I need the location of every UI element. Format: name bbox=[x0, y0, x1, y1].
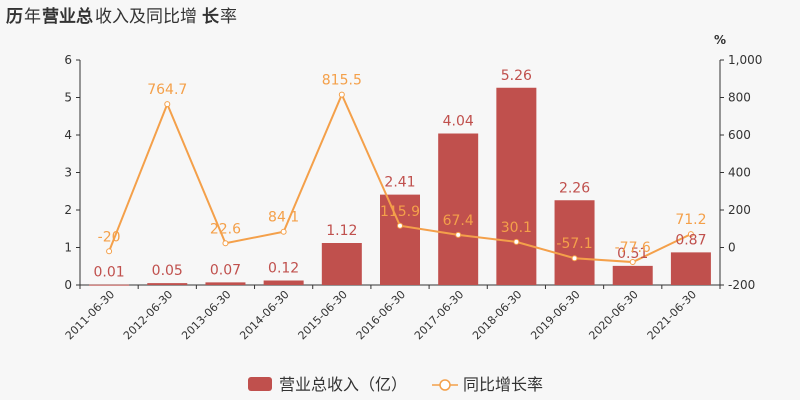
growth-rate-label: 30.1 bbox=[501, 220, 532, 236]
x-tick-label: 2019-06-30 bbox=[528, 288, 582, 342]
y-left-tick-label: 2 bbox=[64, 203, 72, 217]
x-tick-label: 2021-06-30 bbox=[645, 288, 699, 342]
x-tick-label: 2016-06-30 bbox=[354, 288, 408, 342]
bar-value-label: 5.26 bbox=[501, 68, 532, 84]
growth-rate-point[interactable] bbox=[513, 238, 520, 245]
title-part-3: 营业总 bbox=[42, 7, 93, 27]
y-right-tick-label: -200 bbox=[728, 278, 755, 292]
growth-rate-point[interactable] bbox=[629, 259, 636, 266]
x-tick-label: 2015-06-30 bbox=[296, 288, 350, 342]
growth-rate-point[interactable] bbox=[338, 91, 345, 98]
bar-value-label: 4.04 bbox=[443, 114, 474, 130]
x-tick-label: 2012-06-30 bbox=[121, 288, 175, 342]
bar[interactable] bbox=[205, 282, 246, 285]
bar[interactable] bbox=[89, 284, 130, 286]
growth-rate-label: 71.2 bbox=[675, 212, 706, 228]
bar-value-label: 0.12 bbox=[268, 261, 299, 277]
legend-line-marker bbox=[439, 379, 451, 391]
bar-value-label: 0.51 bbox=[617, 246, 648, 262]
growth-rate-point[interactable] bbox=[280, 228, 287, 235]
y-right-tick-label: 200 bbox=[728, 203, 751, 217]
y-right-tick-label: 600 bbox=[728, 128, 751, 142]
title-part-2: 年 bbox=[24, 7, 41, 27]
bar-value-label: 0.07 bbox=[210, 262, 241, 278]
growth-rate-point[interactable] bbox=[222, 240, 229, 247]
bar[interactable] bbox=[380, 194, 420, 285]
y-right-tick-label: 800 bbox=[728, 91, 751, 105]
bar[interactable] bbox=[612, 265, 653, 285]
bar[interactable] bbox=[438, 133, 479, 286]
growth-rate-label: 67.4 bbox=[443, 213, 474, 229]
title-part-1: 历 bbox=[6, 7, 23, 27]
growth-rate-label: 22.6 bbox=[210, 221, 241, 237]
y-right-unit-label: % bbox=[714, 33, 726, 47]
bar-value-label: 2.41 bbox=[384, 175, 415, 191]
growth-rate-label: 84.1 bbox=[268, 210, 299, 226]
x-tick-label: 2020-06-30 bbox=[586, 288, 640, 342]
growth-rate-point[interactable] bbox=[571, 255, 578, 262]
bar[interactable] bbox=[496, 87, 537, 285]
growth-rate-label: 815.5 bbox=[322, 73, 362, 89]
title-part-4: 收入及同比增 bbox=[95, 7, 197, 27]
bar-value-label: 2.26 bbox=[559, 180, 590, 196]
growth-rate-point[interactable] bbox=[687, 231, 694, 238]
y-right-tick-label: 1,000 bbox=[728, 53, 762, 67]
growth-rate-point[interactable] bbox=[455, 231, 462, 238]
growth-rate-label: 764.7 bbox=[147, 82, 187, 98]
title-part-5: 长 bbox=[202, 7, 219, 27]
y-left-tick-label: 6 bbox=[64, 53, 72, 67]
growth-rate-label: -57.1 bbox=[556, 236, 592, 252]
bar[interactable] bbox=[321, 243, 362, 285]
legend-line-label: 同比增长率 bbox=[463, 375, 543, 394]
bar-value-label: 0.05 bbox=[152, 263, 183, 279]
x-tick-label: 2018-06-30 bbox=[470, 288, 524, 342]
bar-value-label: 1.12 bbox=[326, 223, 357, 239]
title-part-6: 率 bbox=[220, 7, 237, 27]
bar[interactable] bbox=[554, 200, 595, 285]
y-right-tick-label: 0 bbox=[728, 241, 736, 255]
y-left-tick-label: 5 bbox=[64, 91, 72, 105]
x-tick-label: 2014-06-30 bbox=[237, 288, 291, 342]
bar-value-label: 0.87 bbox=[675, 232, 706, 248]
y-left-tick-label: 0 bbox=[64, 278, 72, 292]
x-tick-label: 2013-06-30 bbox=[179, 288, 233, 342]
bar[interactable] bbox=[263, 280, 304, 286]
bar-value-label: 0.01 bbox=[94, 265, 125, 281]
bar[interactable] bbox=[147, 283, 188, 285]
bar[interactable] bbox=[670, 252, 711, 285]
growth-rate-label: 115.9 bbox=[380, 204, 420, 220]
y-left-tick-label: 4 bbox=[64, 128, 72, 142]
growth-rate-point[interactable] bbox=[164, 101, 171, 108]
growth-rate-label: -20 bbox=[98, 229, 121, 245]
growth-rate-point[interactable] bbox=[397, 222, 403, 229]
legend-bar-swatch[interactable] bbox=[248, 377, 272, 391]
growth-rate-point[interactable] bbox=[106, 248, 113, 255]
legend-bar-label: 营业总收入（亿） bbox=[279, 375, 407, 394]
growth-rate-label: -77.6 bbox=[615, 240, 651, 256]
y-left-tick-label: 1 bbox=[64, 241, 72, 255]
x-tick-label: 2017-06-30 bbox=[412, 288, 466, 342]
y-right-tick-label: 400 bbox=[728, 166, 751, 180]
x-tick-label: 2011-06-30 bbox=[63, 288, 117, 342]
y-left-tick-label: 3 bbox=[64, 166, 72, 180]
